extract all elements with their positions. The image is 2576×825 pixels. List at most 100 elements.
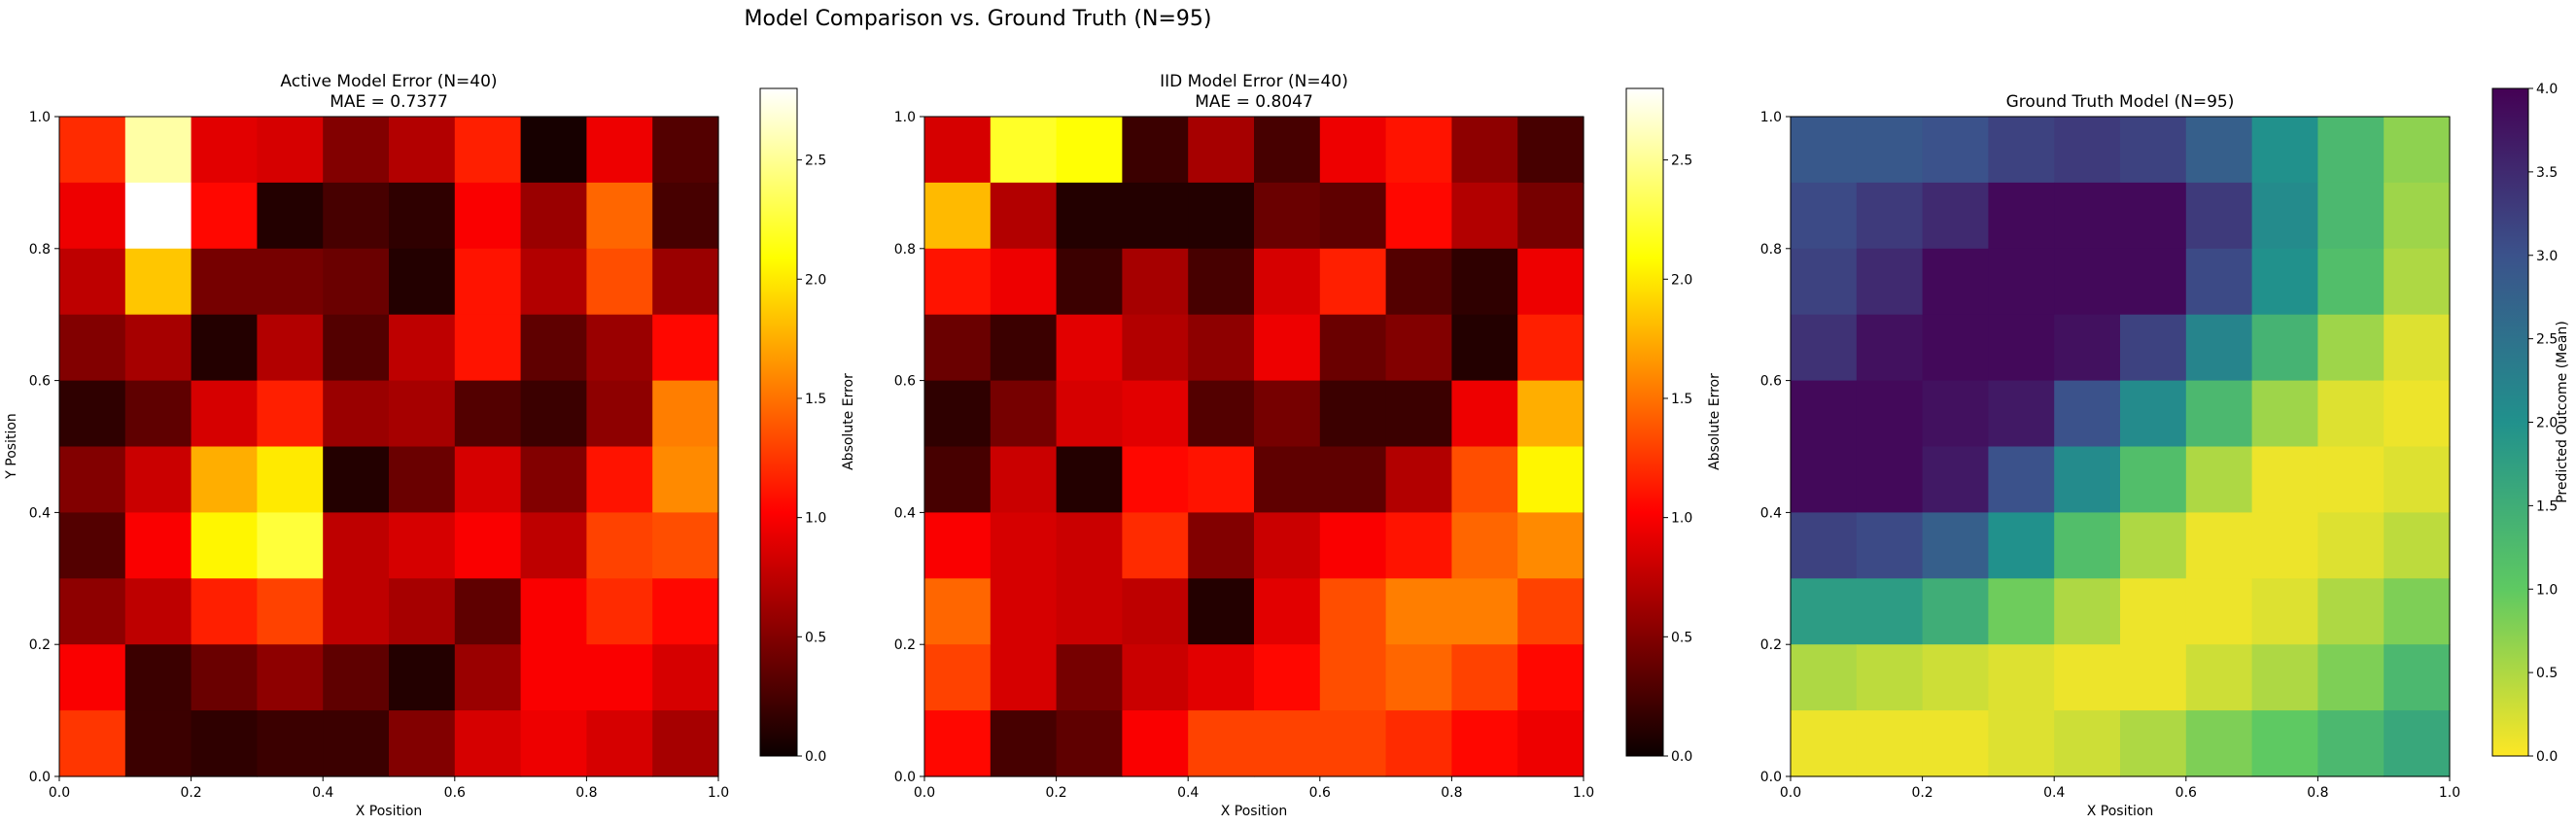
panel-title: IID Model Error (N=40) [1160, 72, 1348, 91]
heatmap-cell [257, 314, 324, 382]
panel-ground-truth: Ground Truth Model (N=95) 0.0 0.2 0.4 0.6 0.… [1760, 82, 2570, 819]
colorbar-tick-label: 4.0 [2536, 82, 2558, 97]
colorbar-gradient [759, 87, 798, 757]
heatmap-cell [1451, 446, 1518, 513]
heatmap-cell [323, 578, 390, 645]
heatmap-cell [520, 380, 587, 448]
heatmap-cell [990, 644, 1058, 711]
heatmap-cell [1319, 512, 1387, 579]
heatmap-cell [124, 578, 192, 645]
heatmap-cell [2185, 314, 2253, 382]
y-tick-label: 0.6 [29, 374, 51, 390]
heatmap-cell [454, 248, 522, 316]
heatmap-cell [124, 512, 192, 579]
x-tick-label: 0.2 [180, 785, 201, 801]
heatmap-cell [1254, 578, 1321, 645]
heatmap-cell [257, 710, 324, 777]
heatmap-cell [1254, 314, 1321, 382]
heatmap-cell [257, 512, 324, 579]
heatmap-cell [1122, 248, 1189, 316]
heatmap-cell [1517, 380, 1584, 448]
heatmap-cell [191, 512, 258, 579]
heatmap-cell [389, 248, 456, 316]
panel-subtitle: MAE = 0.7377 [330, 92, 448, 112]
heatmap-cell [1922, 117, 1989, 184]
heatmap-cell [652, 314, 719, 382]
heatmap-cell [389, 314, 456, 382]
heatmap-cell [2251, 182, 2318, 250]
heatmap-cell [1188, 314, 1255, 382]
heatmap-cells [59, 117, 719, 777]
heatmap-cell [2054, 117, 2121, 184]
heatmap-cell [1988, 644, 2055, 711]
colorbar-tick-label: 2.0 [805, 272, 826, 288]
heatmap-cell [2185, 512, 2253, 579]
heatmap-cell [1988, 248, 2055, 316]
heatmap-cell [2120, 446, 2187, 513]
heatmap-cell [990, 512, 1058, 579]
heatmap-cell [2317, 644, 2385, 711]
heatmap-cell [1319, 182, 1387, 250]
heatmap-cell [2384, 248, 2451, 316]
panel-title: Ground Truth Model (N=95) [2006, 92, 2235, 112]
heatmap-cell [1988, 182, 2055, 250]
y-tick-label: 0.2 [894, 637, 916, 653]
heatmap-cell [924, 644, 992, 711]
heatmap-cell [59, 578, 126, 645]
heatmap-cell [389, 710, 456, 777]
heatmap-cell [1188, 446, 1255, 513]
heatmap-cell [2251, 314, 2318, 382]
colorbar-gradient [2491, 87, 2529, 757]
heatmap-cell [652, 248, 719, 316]
heatmap-cell [2317, 512, 2385, 579]
heatmap-cell [2384, 380, 2451, 448]
heatmap-cell [1988, 446, 2055, 513]
heatmap-cell [1056, 512, 1123, 579]
colorbar-tick-label: 0.5 [805, 630, 826, 645]
heatmap-cell [1254, 512, 1321, 579]
heatmap-cell [2384, 512, 2451, 579]
heatmap-cell [520, 446, 587, 513]
heatmap-cell [1856, 710, 1924, 777]
heatmap-cell [1988, 117, 2055, 184]
panel-active-model: Active Model Error (N=40) MAE = 0.7377 0… [4, 72, 856, 819]
heatmap-cell [990, 380, 1058, 448]
heatmap-cell [1319, 578, 1387, 645]
x-tick-label: 0.8 [575, 785, 597, 801]
heatmap-cell [124, 314, 192, 382]
heatmap-cell [191, 578, 258, 645]
heatmap-cell [520, 182, 587, 250]
heatmap-cell [2185, 182, 2253, 250]
heatmap-cell [257, 644, 324, 711]
colorbar-tick-label: 2.0 [1671, 272, 1692, 288]
heatmap-cell [1056, 314, 1123, 382]
heatmap-cell [191, 314, 258, 382]
y-axis-label: Y Position [4, 413, 19, 480]
heatmap-cell [1988, 512, 2055, 579]
colorbar-tick-label: 2.5 [805, 154, 826, 169]
colorbar-tick-label: 2.5 [1671, 154, 1692, 169]
heatmap-cell [1988, 578, 2055, 645]
colorbar-tick-label: 1.5 [1671, 392, 1692, 407]
heatmap-cell [586, 314, 653, 382]
heatmap-cell [990, 710, 1058, 777]
heatmap-cell [1856, 380, 1924, 448]
colorbar-tick-label: 3.5 [2536, 165, 2558, 181]
heatmap-cell [1451, 380, 1518, 448]
x-axis-ticks: 0.0 0.2 0.4 0.6 0.8 1.0 [914, 776, 1594, 801]
heatmap-cell [1188, 182, 1255, 250]
x-tick-label: 0.6 [2176, 785, 2197, 801]
colorbar-tick-label: 1.0 [2536, 582, 2558, 598]
heatmap-cell [924, 380, 992, 448]
colorbar-tick-label: 2.5 [2536, 332, 2558, 348]
heatmap-cell [652, 710, 719, 777]
heatmap-cell [389, 446, 456, 513]
heatmap-cell [2251, 380, 2318, 448]
heatmap-cell [2384, 578, 2451, 645]
heatmap-cell [990, 446, 1058, 513]
heatmap-cell [2120, 380, 2187, 448]
y-tick-label: 0.6 [1760, 374, 1782, 390]
panel-title: Active Model Error (N=40) [280, 72, 497, 91]
x-axis-label: X Position [1221, 804, 1288, 819]
heatmap-cell [59, 446, 126, 513]
